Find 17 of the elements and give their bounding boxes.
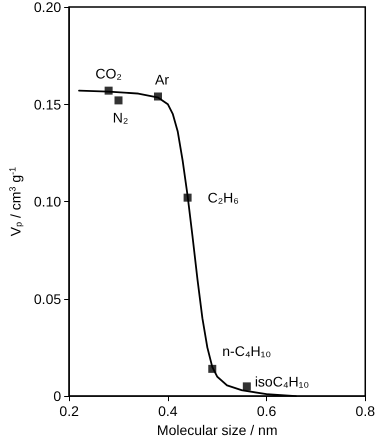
annotation: Ar bbox=[154, 71, 170, 88]
y-axis-title: Vp / cm3 g-1 bbox=[8, 166, 24, 236]
annotation: isoC₄H₁₀ bbox=[254, 373, 310, 390]
x-tick-label: 0.2 bbox=[59, 403, 80, 420]
x-tick-label: 0.6 bbox=[256, 403, 277, 420]
x-axis-title: Molecular size / nm bbox=[156, 422, 278, 438]
x-tick-label: 0.8 bbox=[356, 403, 376, 420]
annotation: n-C₄H₁₀ bbox=[222, 342, 272, 359]
annotation: N₂ bbox=[112, 109, 128, 126]
y-tick-label: 0.20 bbox=[34, 0, 62, 15]
y-tick-label: 0.15 bbox=[34, 96, 62, 112]
y-tick-label: 0.05 bbox=[34, 290, 62, 307]
y-tick-label: 0 bbox=[53, 388, 62, 404]
annotation: C₂H₆ bbox=[208, 190, 239, 206]
x-tick-label: 0.4 bbox=[158, 403, 178, 420]
annotation: CO₂ bbox=[95, 66, 122, 82]
y-tick-label: 0.10 bbox=[34, 194, 62, 210]
